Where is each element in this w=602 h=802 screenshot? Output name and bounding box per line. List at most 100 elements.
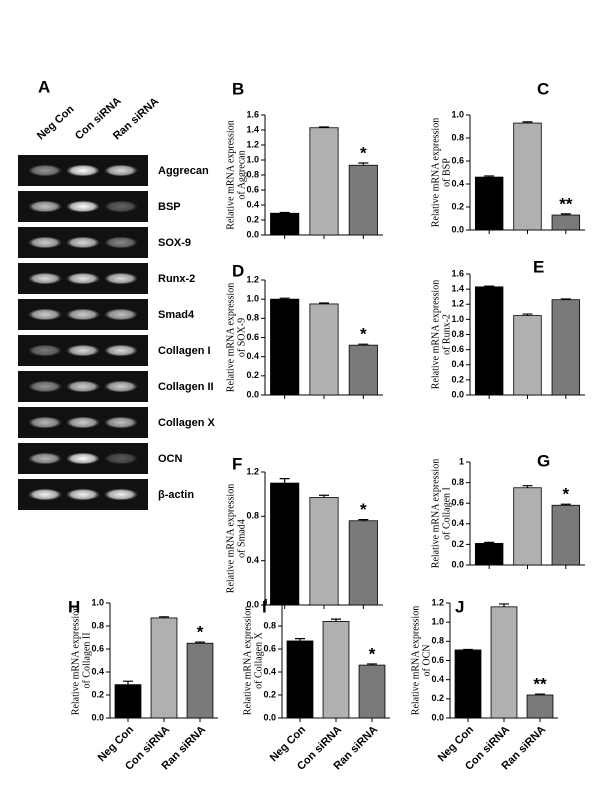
bar bbox=[270, 298, 300, 396]
gene-label: BSP bbox=[158, 201, 181, 213]
y-tick-label: 0.2 bbox=[263, 689, 276, 699]
bar bbox=[186, 642, 214, 719]
gel-band bbox=[28, 164, 62, 177]
y-axis-label: Relative mRNA expression bbox=[225, 484, 236, 593]
bar bbox=[114, 684, 142, 719]
y-tick-label: 1.4 bbox=[246, 124, 259, 134]
y-tick-label: 1.2 bbox=[246, 274, 259, 284]
y-tick-label: 0.8 bbox=[431, 636, 444, 646]
significance-mark: ** bbox=[559, 194, 573, 213]
gel-band bbox=[104, 416, 138, 429]
y-tick-label: 0.6 bbox=[451, 344, 464, 354]
bar bbox=[454, 649, 482, 719]
bar bbox=[348, 520, 378, 606]
y-tick-label: 0.2 bbox=[246, 370, 259, 380]
y-tick-label: 1.6 bbox=[451, 268, 464, 278]
y-tick-label: 0.8 bbox=[451, 329, 464, 339]
y-tick-label: 1.6 bbox=[246, 109, 259, 119]
gel-band bbox=[104, 272, 138, 285]
gel-band bbox=[66, 272, 100, 285]
y-tick-label: 0.8 bbox=[263, 620, 276, 630]
y-tick-label: 1.2 bbox=[246, 139, 259, 149]
bar bbox=[150, 617, 178, 719]
y-tick-label: 0.8 bbox=[246, 169, 259, 179]
gene-label: Runx-2 bbox=[158, 273, 195, 285]
bar bbox=[513, 122, 542, 231]
bar bbox=[474, 176, 504, 231]
y-tick-label: 0.4 bbox=[451, 178, 464, 188]
y-tick-label: 0.6 bbox=[263, 643, 276, 653]
significance-mark: * bbox=[360, 143, 367, 162]
gel-band bbox=[28, 308, 62, 321]
gene-label: SOX-9 bbox=[158, 237, 191, 249]
panel-letter: I bbox=[262, 597, 267, 616]
y-tick-label: 1 bbox=[459, 456, 464, 466]
y-tick-label: 1.0 bbox=[91, 597, 104, 607]
bar bbox=[270, 482, 300, 606]
y-tick-label: 0.8 bbox=[246, 313, 259, 323]
significance-mark: * bbox=[360, 325, 367, 344]
y-tick-label: 0.2 bbox=[91, 689, 104, 699]
gel-band bbox=[66, 488, 100, 501]
gel-band bbox=[104, 380, 138, 393]
y-tick-label: 1.4 bbox=[451, 284, 464, 294]
error-bar bbox=[279, 478, 290, 484]
y-tick-label: 0.6 bbox=[451, 155, 464, 165]
bar bbox=[513, 487, 542, 566]
bar bbox=[309, 303, 339, 396]
y-tick-label: 0.6 bbox=[91, 643, 104, 653]
y-tick-label: 1.2 bbox=[246, 466, 259, 476]
y-tick-label: 0.2 bbox=[431, 693, 444, 703]
gel-band bbox=[66, 344, 100, 357]
error-bar bbox=[499, 603, 509, 607]
gel-band bbox=[28, 236, 62, 249]
bar bbox=[513, 315, 542, 396]
gene-label: Smad4 bbox=[158, 309, 195, 321]
y-axis-label: of Runx-2 bbox=[441, 314, 452, 355]
y-tick-label: 0.0 bbox=[246, 389, 259, 399]
y-axis-label: Relative mRNA expression bbox=[242, 606, 253, 715]
bar bbox=[358, 664, 386, 719]
y-axis-label: of Aggrecan bbox=[236, 150, 247, 199]
gel-band bbox=[28, 344, 62, 357]
significance-mark: * bbox=[197, 623, 204, 642]
gene-label: Aggrecan bbox=[158, 165, 209, 177]
y-tick-label: 0.6 bbox=[451, 498, 464, 508]
gel-band bbox=[28, 380, 62, 393]
bar bbox=[348, 164, 378, 236]
error-bar bbox=[123, 680, 133, 685]
bar bbox=[322, 621, 350, 719]
bar bbox=[474, 542, 504, 566]
bar bbox=[474, 286, 504, 396]
y-axis-label: Relative mRNA expression bbox=[430, 118, 441, 227]
y-tick-label: 0.8 bbox=[91, 620, 104, 630]
gel-band bbox=[104, 452, 138, 465]
gel-band bbox=[104, 308, 138, 321]
gel-band bbox=[28, 416, 62, 429]
gel-band bbox=[28, 452, 62, 465]
y-tick-label: 0.6 bbox=[246, 332, 259, 342]
y-tick-label: 0.2 bbox=[451, 374, 464, 384]
panel-letter: C bbox=[537, 79, 549, 98]
gene-label: Collagen X bbox=[158, 417, 216, 429]
bar bbox=[490, 606, 518, 719]
gel-band bbox=[66, 164, 100, 177]
y-tick-label: 0.6 bbox=[431, 655, 444, 665]
bar bbox=[348, 344, 378, 396]
y-axis-label: Relative mRNA expression bbox=[430, 280, 441, 389]
y-tick-label: 0.0 bbox=[91, 712, 104, 722]
y-tick-label: 0.8 bbox=[246, 511, 259, 521]
gene-label: Collagen II bbox=[158, 381, 214, 393]
y-axis-label: of Collagen I bbox=[441, 487, 452, 540]
bar bbox=[551, 214, 581, 231]
y-tick-label: 0.0 bbox=[263, 712, 276, 722]
y-tick-label: 0.0 bbox=[246, 599, 259, 609]
significance-mark: * bbox=[360, 500, 367, 519]
y-tick-label: 0.8 bbox=[451, 477, 464, 487]
y-tick-label: 1.0 bbox=[451, 109, 464, 119]
y-tick-label: 0.4 bbox=[246, 199, 259, 209]
panel-letter: A bbox=[38, 77, 50, 96]
gel-band bbox=[66, 452, 100, 465]
